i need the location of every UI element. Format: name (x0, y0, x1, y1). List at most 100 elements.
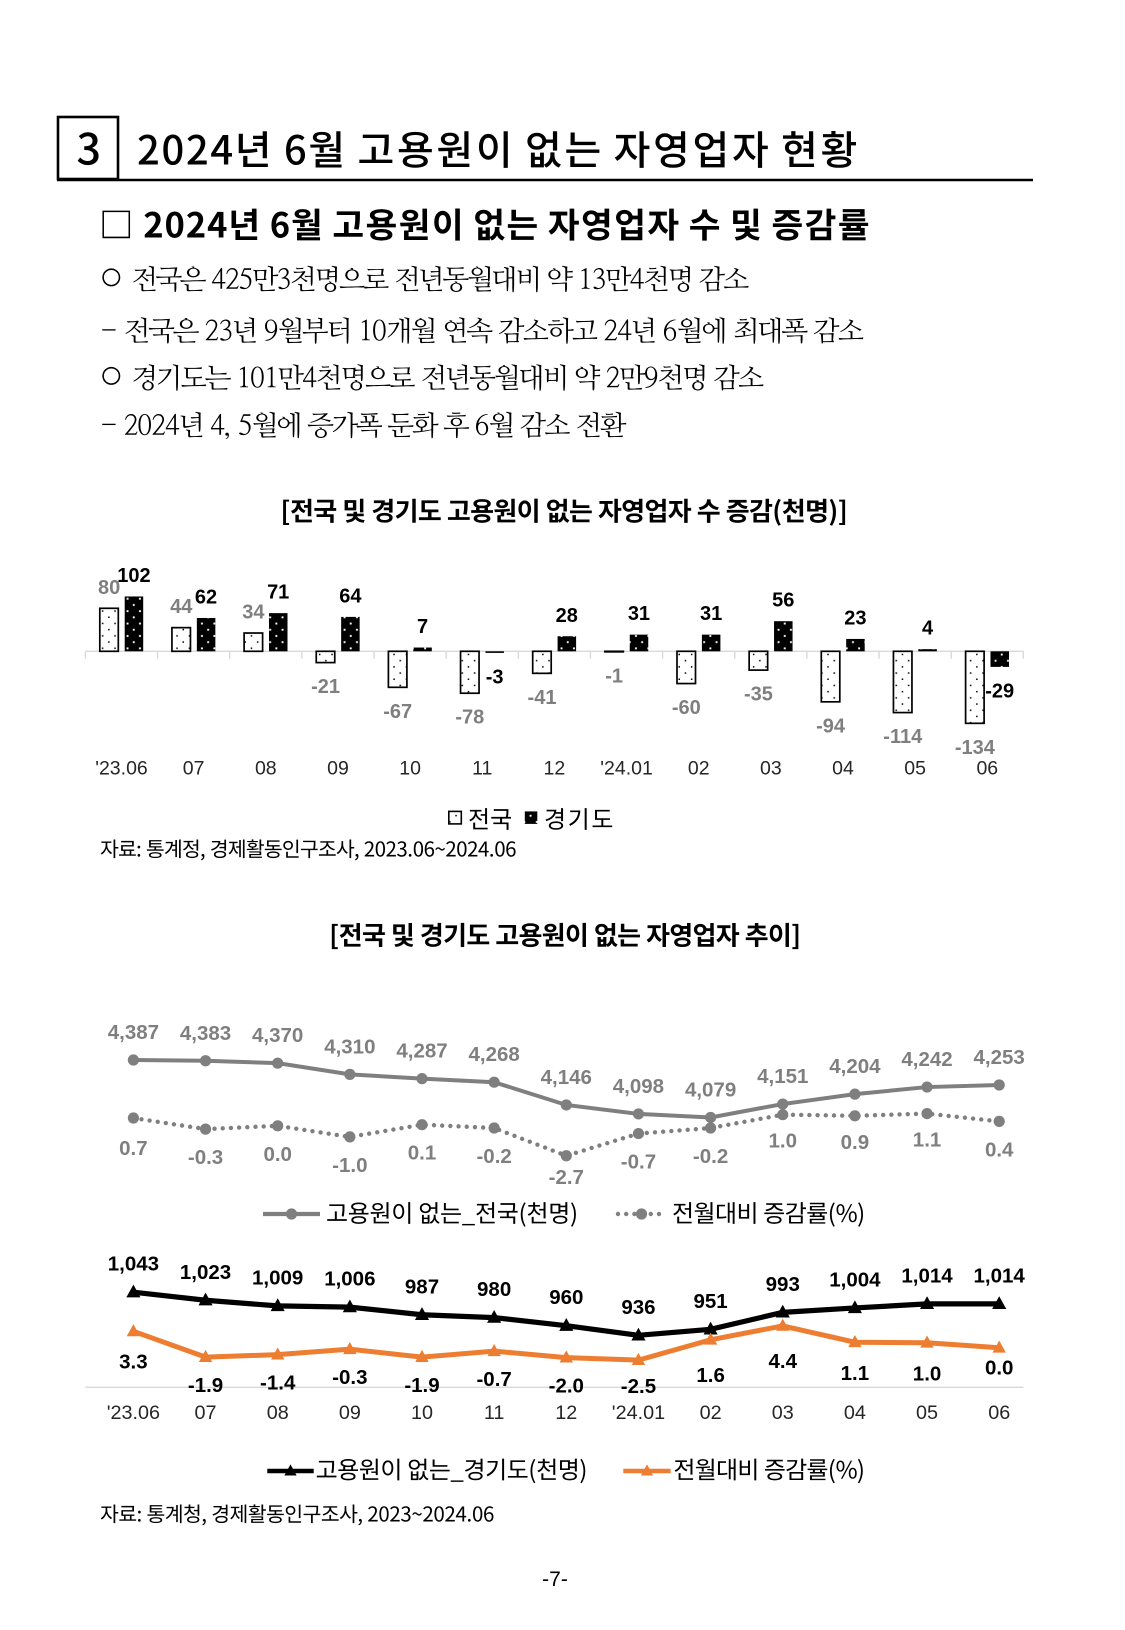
svg-text:1,043: 1,043 (108, 1253, 159, 1276)
svg-text:06: 06 (988, 1402, 1010, 1424)
svg-text:'24.01: '24.01 (612, 1402, 665, 1424)
svg-text:4,204: 4,204 (829, 1055, 881, 1078)
svg-text:71: 71 (267, 582, 289, 604)
svg-text:-2.0: -2.0 (549, 1375, 584, 1398)
svg-text:-21: -21 (311, 676, 340, 698)
svg-text:951: 951 (693, 1290, 727, 1313)
svg-text:-134: -134 (955, 737, 996, 759)
svg-text:11: 11 (472, 758, 492, 780)
svg-text:4,151: 4,151 (757, 1065, 808, 1088)
svg-text:-0.2: -0.2 (693, 1145, 728, 1168)
svg-text:12: 12 (544, 758, 566, 780)
svg-text:-41: -41 (528, 687, 557, 709)
svg-text:02: 02 (700, 1402, 722, 1424)
svg-text:1.1: 1.1 (841, 1362, 870, 1385)
svg-text:-35: -35 (744, 684, 773, 706)
svg-text:-94: -94 (816, 715, 846, 737)
svg-text:1,004: 1,004 (829, 1268, 881, 1291)
svg-text:09: 09 (339, 1402, 361, 1424)
svg-text:07: 07 (195, 1402, 217, 1424)
svg-text:11: 11 (484, 1402, 505, 1424)
svg-text:1,009: 1,009 (252, 1266, 303, 1289)
svg-text:-3: -3 (486, 666, 504, 688)
svg-text:4,079: 4,079 (685, 1078, 736, 1101)
svg-text:08: 08 (267, 1402, 289, 1424)
svg-text:0.4: 0.4 (985, 1138, 1014, 1161)
svg-text:0.0: 0.0 (985, 1357, 1014, 1380)
svg-text:-0.3: -0.3 (332, 1366, 367, 1389)
svg-text:3.3: 3.3 (119, 1350, 148, 1373)
svg-text:05: 05 (904, 758, 926, 780)
svg-text:03: 03 (760, 758, 782, 780)
svg-text:4,242: 4,242 (901, 1048, 952, 1071)
svg-text:-0.2: -0.2 (476, 1145, 511, 1168)
svg-text:4,387: 4,387 (108, 1021, 159, 1044)
svg-text:-114: -114 (883, 726, 923, 748)
svg-text:-78: -78 (455, 707, 484, 729)
svg-text:1.6: 1.6 (696, 1364, 725, 1387)
svg-text:-1.9: -1.9 (404, 1374, 439, 1397)
svg-text:993: 993 (766, 1273, 800, 1296)
svg-text:'23.06: '23.06 (107, 1402, 160, 1424)
svg-text:04: 04 (832, 758, 854, 780)
svg-text:-0.7: -0.7 (621, 1151, 656, 1174)
svg-text:1.0: 1.0 (913, 1363, 942, 1386)
svg-text:4,146: 4,146 (541, 1066, 592, 1089)
svg-text:1.0: 1.0 (769, 1130, 798, 1153)
svg-text:1,006: 1,006 (324, 1268, 375, 1291)
svg-text:-1: -1 (605, 665, 623, 687)
svg-text:4.4: 4.4 (769, 1350, 798, 1373)
svg-text:4,098: 4,098 (613, 1075, 664, 1098)
svg-text:0.7: 0.7 (119, 1137, 148, 1160)
svg-text:05: 05 (916, 1402, 938, 1424)
svg-text:7: 7 (417, 616, 428, 638)
svg-text:12: 12 (555, 1402, 577, 1424)
svg-text:07: 07 (183, 758, 205, 780)
svg-text:936: 936 (621, 1296, 655, 1319)
svg-text:-1.0: -1.0 (332, 1154, 367, 1177)
svg-text:987: 987 (405, 1275, 439, 1298)
svg-text:-2.7: -2.7 (549, 1166, 584, 1189)
svg-text:1.1: 1.1 (913, 1129, 942, 1152)
svg-text:31: 31 (628, 603, 650, 625)
svg-text:-7-: -7- (542, 1568, 568, 1591)
svg-text:102: 102 (117, 565, 150, 587)
svg-text:03: 03 (772, 1402, 794, 1424)
svg-text:960: 960 (549, 1286, 583, 1309)
svg-text:4,287: 4,287 (396, 1040, 447, 1063)
svg-text:-0.3: -0.3 (188, 1146, 223, 1169)
svg-text:4,268: 4,268 (468, 1043, 519, 1066)
svg-text:0.1: 0.1 (408, 1142, 437, 1165)
svg-text:980: 980 (477, 1278, 511, 1301)
svg-text:-60: -60 (672, 697, 701, 719)
svg-text:-29: -29 (985, 680, 1014, 702)
svg-text:10: 10 (399, 758, 421, 780)
svg-text:-0.7: -0.7 (476, 1368, 511, 1391)
svg-text:'24.01: '24.01 (600, 758, 653, 780)
svg-text:4,253: 4,253 (974, 1046, 1025, 1069)
svg-text:28: 28 (556, 605, 578, 627)
svg-text:31: 31 (700, 603, 722, 625)
svg-text:64: 64 (339, 585, 362, 607)
svg-text:62: 62 (195, 586, 217, 608)
svg-text:0.0: 0.0 (263, 1143, 292, 1166)
svg-text:56: 56 (772, 590, 794, 612)
svg-text:1,023: 1,023 (180, 1261, 231, 1284)
svg-text:06: 06 (976, 758, 998, 780)
svg-text:-2.5: -2.5 (621, 1375, 656, 1398)
svg-text:0.9: 0.9 (841, 1131, 870, 1154)
svg-text:08: 08 (255, 758, 277, 780)
svg-text:04: 04 (844, 1402, 866, 1424)
svg-text:4: 4 (922, 618, 934, 640)
svg-text:10: 10 (411, 1402, 433, 1424)
svg-text:80: 80 (98, 577, 120, 599)
svg-text:09: 09 (327, 758, 349, 780)
svg-text:-1.9: -1.9 (188, 1374, 223, 1397)
svg-text:-1.4: -1.4 (260, 1372, 296, 1395)
svg-text:-67: -67 (383, 701, 412, 723)
svg-text:23: 23 (844, 607, 866, 629)
svg-text:1,014: 1,014 (974, 1264, 1026, 1287)
svg-text:'23.06: '23.06 (95, 758, 148, 780)
svg-text:4,370: 4,370 (252, 1024, 303, 1047)
svg-text:44: 44 (170, 596, 193, 618)
